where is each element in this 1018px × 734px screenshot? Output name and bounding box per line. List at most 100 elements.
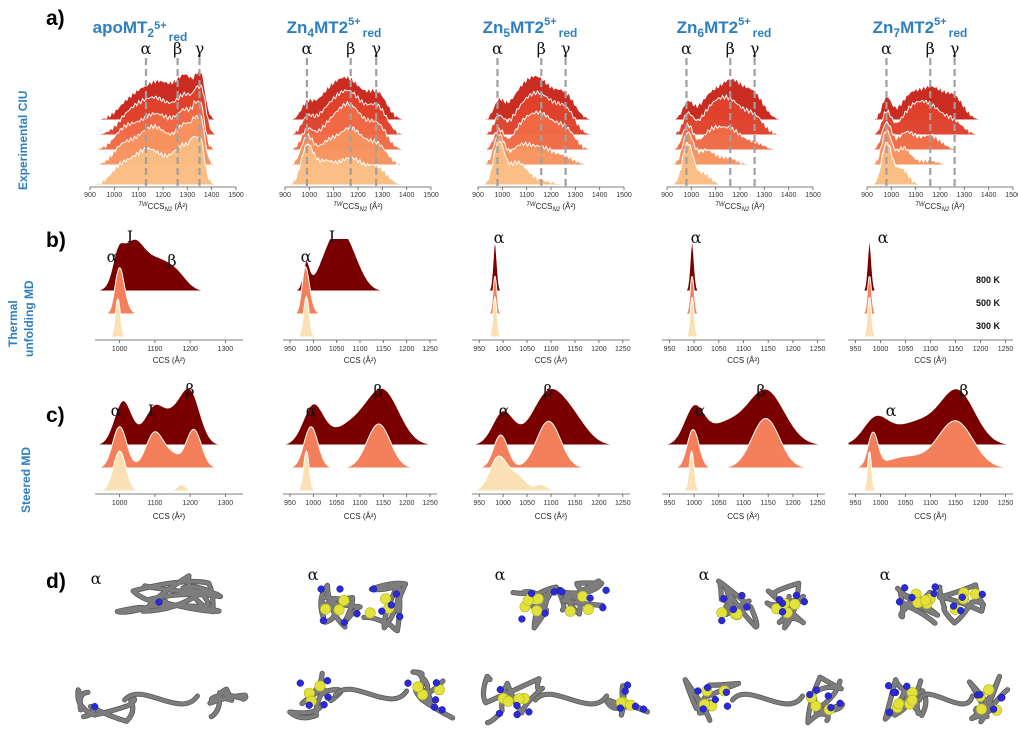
- x-tick-label-a-apoMT2-1300: 1300: [180, 192, 196, 199]
- zinc-atom: [522, 594, 534, 606]
- x-axis-label-c-apoMT2: CCS (Å²): [153, 512, 186, 521]
- x-tick-label-a-Zn4MT2-1400: 1400: [399, 192, 415, 199]
- b-peak-label-alpha-6: α: [691, 228, 702, 247]
- x-tick-label-c-Zn5MT2-1200: 1200: [591, 500, 607, 507]
- x-axis-label-b-Zn7MT2: CCS (Å²): [914, 356, 947, 365]
- c-peak-label-alpha-9: α: [886, 401, 897, 420]
- sulfur-atom: [722, 688, 731, 696]
- b-trace-apoMT2-low: [95, 298, 243, 338]
- sulfur-atom: [432, 679, 441, 687]
- b-peak-label-alpha-0: α: [107, 247, 118, 266]
- c-plot-apoMT2: [94, 387, 243, 492]
- x-tick-label-a-Zn7MT2-1200: 1200: [932, 192, 948, 199]
- ciu-trace-Zn7MT2-2: [867, 128, 1013, 166]
- protein-ribbon: [208, 687, 248, 719]
- x-tick-label-b-Zn4MT2-1050: 1050: [329, 346, 345, 353]
- x-tick-label-a-Zn6MT2-1200: 1200: [732, 192, 748, 199]
- x-tick-label-c-Zn5MT2-1000: 1000: [495, 500, 511, 507]
- x-tick-label-b-Zn6MT2-950: 950: [664, 346, 676, 353]
- sulfur-atom: [336, 585, 344, 593]
- sulfur-atom: [404, 679, 412, 687]
- sulfur-atom: [438, 706, 446, 714]
- c-trace-Zn6MT2-high: [661, 388, 826, 446]
- sulfur-atom: [812, 686, 820, 694]
- sulfur-atom: [369, 585, 378, 593]
- ciu-trace-Zn5MT2-4: [478, 89, 624, 136]
- row-label-steered-md: Steered MD: [19, 447, 33, 513]
- sulfur-atom: [729, 605, 738, 614]
- x-tick-label-b-Zn7MT2-1050: 1050: [898, 346, 914, 353]
- b-trace-Zn7MT2-low: [848, 297, 1013, 338]
- sulfur-atom: [978, 590, 986, 598]
- sulfur-atom: [621, 687, 629, 695]
- zinc-atom: [983, 684, 995, 696]
- zinc-atom: [906, 694, 918, 706]
- sulfur-atom: [990, 705, 998, 713]
- x-tick-label-c-apoMT2-1300: 1300: [218, 500, 234, 507]
- b-plot-Zn4MT2: [283, 238, 437, 338]
- b-trace-Zn7MT2-high: [848, 242, 1013, 292]
- x-tick-label-b-Zn4MT2-1150: 1150: [376, 346, 391, 353]
- x-tick-label-a-Zn5MT2-1200: 1200: [543, 192, 559, 199]
- sulfur-atom: [718, 616, 726, 625]
- b-trace-apoMT2-mid: [95, 267, 243, 315]
- sulfur-atom: [623, 681, 632, 689]
- x-tick-label-c-Zn4MT2-950: 950: [284, 500, 296, 507]
- sulfur-atom: [720, 594, 728, 603]
- x-tick-label-a-Zn7MT2-1000: 1000: [884, 192, 900, 199]
- x-tick-label-c-Zn6MT2-1050: 1050: [711, 500, 727, 507]
- zinc-atom: [975, 703, 987, 715]
- x-axis-label-b-Zn4MT2: CCS (Å²): [344, 356, 377, 365]
- linker-ribbon: [533, 692, 609, 706]
- b-plot-Zn7MT2: [848, 242, 1013, 338]
- c-trace-Zn6MT2-mid: [662, 417, 825, 469]
- ciu-trace-Zn7MT2-4: [867, 99, 1013, 136]
- x-tick-label-b-Zn5MT2-1100: 1100: [543, 346, 558, 353]
- x-tick-label-c-Zn7MT2-1150: 1150: [948, 500, 963, 507]
- sulfur-atom: [901, 584, 909, 592]
- sulfur-atom: [602, 586, 610, 594]
- d-label-alpha-Zn7MT2: α: [880, 565, 891, 584]
- marker-label-beta-apoMT2: β: [173, 39, 182, 58]
- c-trace-Zn6MT2-low: [662, 449, 825, 492]
- sulfur-atom: [340, 618, 349, 627]
- x-tick-label-a-Zn4MT2-1200: 1200: [350, 192, 366, 199]
- x-tick-label-a-Zn4MT2-1300: 1300: [375, 192, 391, 199]
- c-trace-Zn4MT2-high: [282, 387, 438, 446]
- ciu-trace-Zn5MT2-2: [478, 133, 624, 166]
- x-tick-label-b-Zn6MT2-1050: 1050: [711, 346, 727, 353]
- x-tick-label-a-apoMT2-1000: 1000: [107, 192, 123, 199]
- sulfur-atom: [800, 598, 808, 606]
- c-trace-Zn7MT2-low: [848, 451, 1013, 492]
- structure-compact-Zn7MT2: [895, 582, 987, 626]
- sulfur-atom: [320, 701, 328, 709]
- x-tick-label-b-Zn5MT2-1200: 1200: [591, 346, 607, 353]
- marker-label-gamma-Zn5MT2: γ: [561, 39, 571, 58]
- ciu-trace-Zn4MT2-3: [284, 100, 431, 151]
- x-tick-label-c-Zn4MT2-1100: 1100: [352, 500, 367, 507]
- x-tick-label-b-apoMT2-1200: 1200: [182, 346, 198, 353]
- x-tick-label-c-Zn5MT2-1050: 1050: [519, 500, 535, 507]
- c-peak-label-inter-1: I: [148, 401, 154, 420]
- d-label-alpha-apoMT2: α: [91, 569, 102, 588]
- sulfur-atom: [711, 695, 719, 704]
- zinc-atom: [716, 607, 728, 619]
- b-trace-Zn4MT2-high: [283, 238, 437, 292]
- marker-label-gamma-apoMT2: γ: [195, 39, 205, 58]
- protein-ribbon: [76, 688, 137, 724]
- x-tick-label-a-Zn6MT2-1300: 1300: [757, 192, 773, 199]
- marker-label-alpha-Zn5MT2: α: [492, 39, 503, 58]
- zinc-atom: [531, 605, 543, 617]
- x-tick-label-a-Zn4MT2-1500: 1500: [423, 192, 439, 199]
- zinc-atom: [364, 607, 376, 619]
- c-peak-label-alpha-3: α: [306, 401, 317, 420]
- x-tick-label-b-Zn4MT2-1250: 1250: [422, 346, 438, 353]
- sulfur-atom: [806, 690, 814, 699]
- x-axis-label-a-Zn7MT2: TWCCSN2 (Å²): [915, 202, 965, 213]
- sulfur-atom: [639, 705, 648, 713]
- sulfur-atom: [296, 679, 304, 687]
- zinc-atom: [338, 594, 350, 606]
- sulfur-atom: [599, 604, 607, 612]
- structures-layer: [75, 573, 1011, 726]
- sulfur-atom: [541, 609, 549, 617]
